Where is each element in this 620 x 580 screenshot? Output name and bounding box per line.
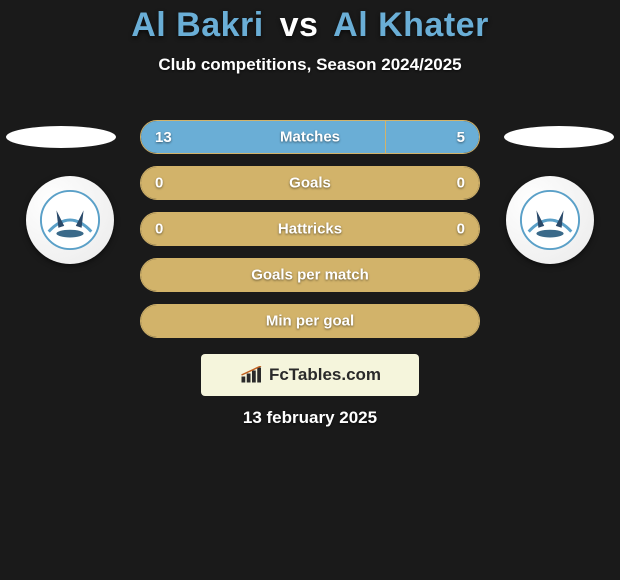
- date-label: 13 february 2025: [0, 408, 620, 428]
- team-right-crest: [506, 176, 594, 264]
- page-title: Al Bakri vs Al Khater: [0, 0, 620, 45]
- stat-right-value: 0: [457, 221, 465, 238]
- branding-badge: FcTables.com: [201, 354, 419, 396]
- stat-right-value: 5: [457, 129, 465, 146]
- stat-bar-label: Goals per match: [251, 267, 369, 284]
- decor-ellipse-right: [504, 126, 614, 148]
- stat-right-value: 0: [457, 175, 465, 192]
- stat-bar: 13 5 Matches: [140, 120, 480, 154]
- team-right-name: Al Khater: [333, 6, 489, 44]
- team-left-crest: [26, 176, 114, 264]
- subtitle: Club competitions, Season 2024/2025: [0, 55, 620, 75]
- stat-left-segment: 13: [141, 121, 385, 153]
- stat-bar-label: Min per goal: [266, 313, 354, 330]
- decor-ellipse-left: [6, 126, 116, 148]
- stat-left-value: 13: [155, 129, 172, 146]
- stat-bar: Goals per match: [140, 258, 480, 292]
- stat-right-segment: 5: [385, 121, 479, 153]
- stat-left-value: 0: [155, 221, 163, 238]
- team-left-name: Al Bakri: [131, 6, 264, 44]
- crest-left-icon: [39, 189, 101, 251]
- stat-bar: Min per goal: [140, 304, 480, 338]
- stat-bar-label: Hattricks: [278, 221, 342, 238]
- vs-label: vs: [280, 6, 319, 44]
- stat-bar-label: Goals: [289, 175, 331, 192]
- comparison-bars: 13 5 Matches 0 0 Goals 0 0 Hattricks Goals per ma…: [140, 120, 480, 350]
- stat-bar: 0 0 Goals: [140, 166, 480, 200]
- bars-icon: [239, 366, 265, 384]
- stat-bar-label: Matches: [280, 129, 340, 146]
- crest-right-icon: [519, 189, 581, 251]
- stat-left-value: 0: [155, 175, 163, 192]
- branding-text: FcTables.com: [269, 365, 381, 385]
- stat-bar: 0 0 Hattricks: [140, 212, 480, 246]
